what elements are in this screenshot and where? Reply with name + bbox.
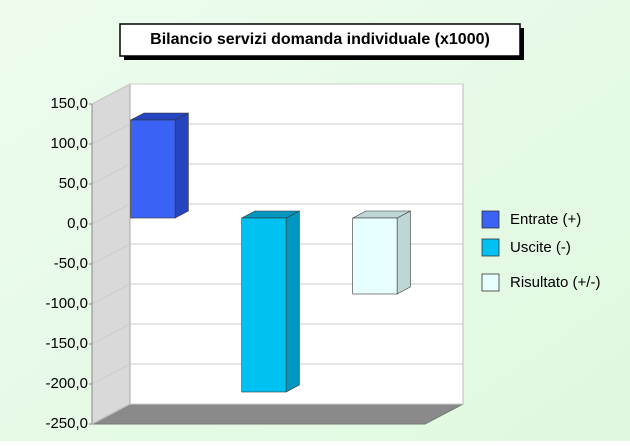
grid-line [91, 123, 463, 145]
bar-side [396, 210, 411, 295]
grid-line [91, 323, 463, 345]
title-box [119, 23, 521, 57]
legend-swatch [481, 273, 500, 292]
grid-line [91, 283, 463, 305]
y-tick-label: -150,0 [45, 335, 88, 352]
grid-line [91, 163, 463, 185]
chart-title: Bilancio servizi domanda individuale (x1… [150, 31, 490, 48]
y-tick-label: 150,0 [50, 95, 88, 112]
grid-line [91, 203, 463, 225]
bar [352, 217, 398, 295]
bar [241, 217, 287, 393]
legend-label: Uscite (-) [510, 239, 571, 256]
floor [91, 403, 464, 425]
bar-side [174, 112, 189, 219]
grid-line [91, 363, 463, 385]
legend-swatch [481, 238, 500, 257]
y-tick-label: -200,0 [45, 375, 88, 392]
legend-label: Entrate (+) [510, 211, 581, 228]
y-tick-label: -100,0 [45, 295, 88, 312]
grid-line [91, 83, 463, 105]
y-tick-label: 100,0 [50, 135, 88, 152]
legend-swatch [481, 210, 500, 229]
y-tick-label: 0,0 [67, 215, 88, 232]
grid-line [91, 243, 463, 265]
bar [130, 119, 176, 219]
y-tick-label: -250,0 [45, 415, 88, 432]
y-tick-label: 50,0 [59, 175, 88, 192]
bar-side [285, 210, 300, 393]
grid-line [91, 403, 463, 425]
y-tick-label: -50,0 [54, 255, 88, 272]
legend-label: Risultato (+/-) [510, 274, 600, 291]
